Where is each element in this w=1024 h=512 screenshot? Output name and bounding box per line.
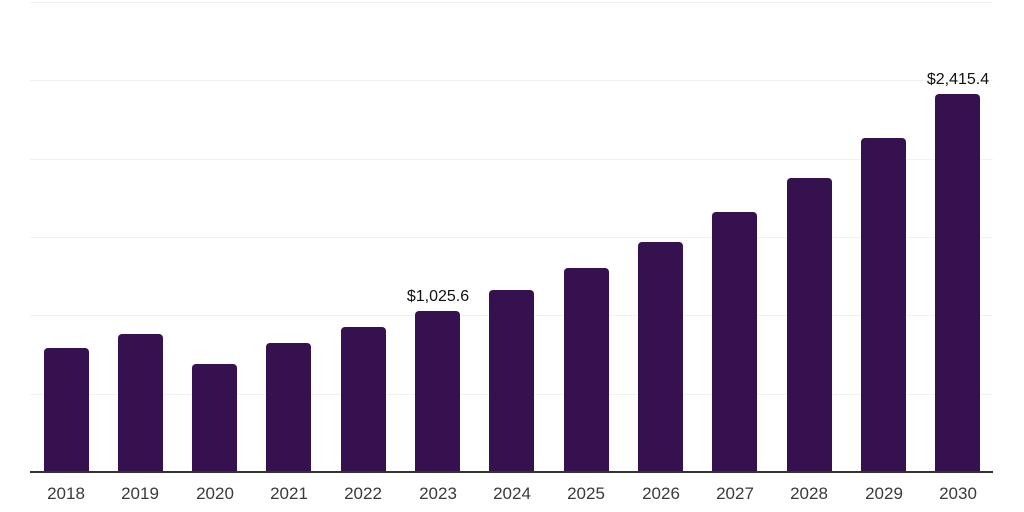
x-tick-2027: 2027 — [716, 484, 754, 503]
x-tick-2019: 2019 — [121, 484, 159, 503]
gridline-3000 — [30, 2, 993, 3]
x-tick-2025: 2025 — [567, 484, 605, 503]
x-tick-2030: 2030 — [939, 484, 977, 503]
bar-2025 — [564, 268, 609, 472]
value-label-2023: $1,025.6 — [406, 288, 470, 305]
bar-2018 — [44, 348, 89, 472]
bar-2026 — [638, 242, 683, 472]
x-axis-line — [30, 471, 993, 473]
x-tick-2018: 2018 — [47, 484, 85, 503]
x-tick-2021: 2021 — [270, 484, 308, 503]
bar-2021 — [266, 343, 311, 472]
x-tick-2020: 2020 — [196, 484, 234, 503]
bar-2022 — [341, 327, 386, 472]
x-tick-2022: 2022 — [344, 484, 382, 503]
bar-2019 — [118, 334, 163, 472]
bar-2030 — [935, 94, 980, 472]
x-tick-2024: 2024 — [493, 484, 531, 503]
gridline-1500 — [30, 237, 993, 238]
x-tick-2023: 2023 — [419, 484, 457, 503]
bar-2027 — [712, 212, 757, 472]
bar-2029 — [861, 138, 906, 472]
gridline-2500 — [30, 80, 993, 81]
bar-2024 — [489, 290, 534, 472]
value-label-2030: $2,415.4 — [926, 71, 990, 88]
x-tick-2026: 2026 — [642, 484, 680, 503]
bar-2023 — [415, 311, 460, 472]
bar-2028 — [787, 178, 832, 472]
bar-2020 — [192, 364, 237, 472]
x-tick-2028: 2028 — [790, 484, 828, 503]
x-tick-2029: 2029 — [865, 484, 903, 503]
gridline-2000 — [30, 159, 993, 160]
